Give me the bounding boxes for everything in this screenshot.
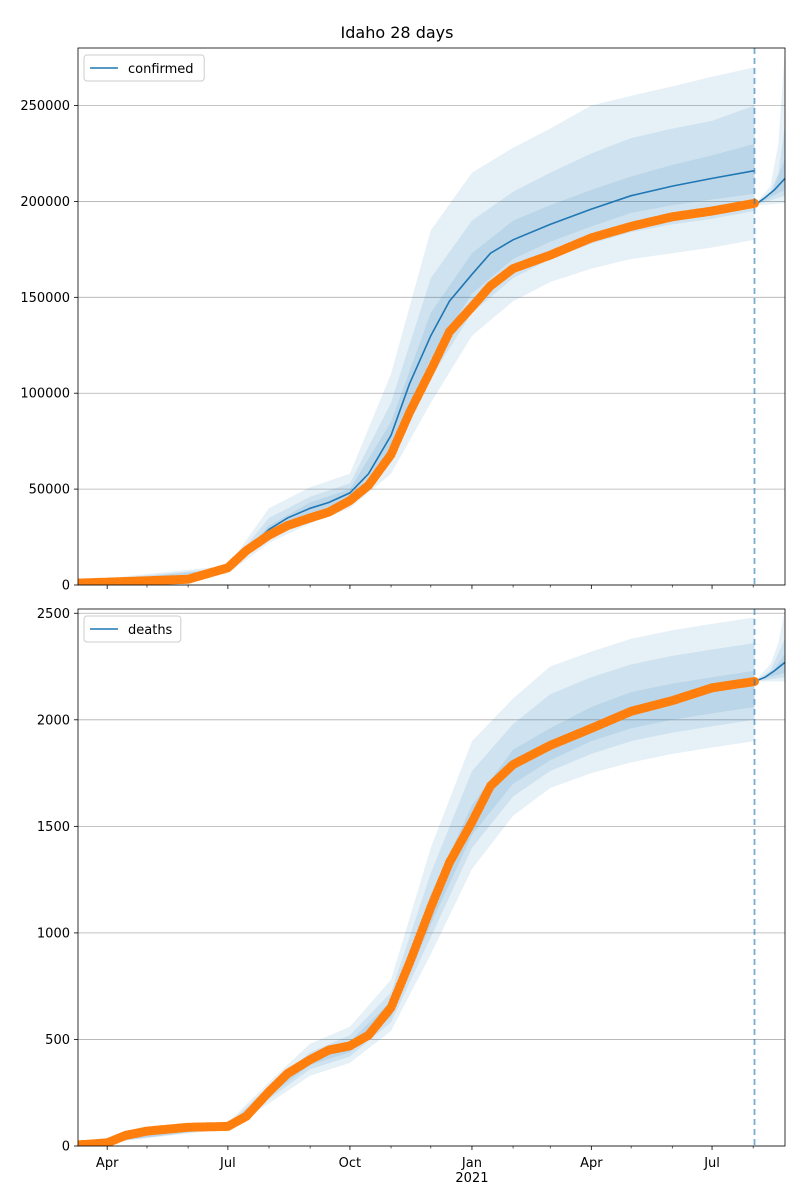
confidence-band bbox=[78, 67, 755, 585]
forecast-line bbox=[754, 177, 785, 206]
legend: confirmed bbox=[83, 54, 205, 82]
forecast-band bbox=[754, 48, 785, 206]
deaths-panel: 0 500 1000 1500 2000 2500 deaths bbox=[37, 607, 786, 1155]
confirmed-panel: 0 50000 100000 150000 200000 250000 confirmed bbox=[20, 47, 786, 594]
x-year-label: 2021 bbox=[455, 1171, 488, 1186]
y-tick-label: 50000 bbox=[29, 483, 70, 498]
axes-frame bbox=[77, 47, 786, 586]
y-tick-label: 2500 bbox=[37, 607, 70, 622]
confidence-band bbox=[78, 105, 755, 585]
y-tick-label: 2000 bbox=[37, 713, 70, 728]
x-tick-label: Jul bbox=[219, 1156, 236, 1171]
forecast-band bbox=[754, 653, 785, 682]
axes-frame bbox=[77, 608, 786, 1147]
forecast-band bbox=[754, 159, 785, 206]
observed-points bbox=[78, 198, 759, 585]
forecast-band bbox=[754, 638, 785, 682]
y-tick-label: 0 bbox=[62, 579, 70, 594]
x-tick-label: Oct bbox=[339, 1156, 361, 1171]
observed-points bbox=[78, 677, 759, 1146]
y-tick-label: 1500 bbox=[37, 820, 70, 835]
legend-box bbox=[83, 615, 182, 643]
legend-label: deaths bbox=[128, 623, 173, 638]
x-tick-label: Jan bbox=[461, 1156, 482, 1171]
confidence-band bbox=[78, 143, 755, 584]
y-tick-label: 200000 bbox=[20, 195, 70, 210]
forecast-band bbox=[754, 124, 785, 206]
y-tick-label: 0 bbox=[62, 1140, 70, 1155]
forecast-band bbox=[754, 609, 785, 682]
confidence-band bbox=[78, 617, 755, 1146]
forecast-line bbox=[754, 661, 785, 683]
y-tick-label: 100000 bbox=[20, 387, 70, 402]
y-tick-label: 500 bbox=[45, 1033, 70, 1048]
legend: deaths bbox=[83, 615, 182, 643]
legend-box bbox=[83, 54, 205, 82]
legend-label: confirmed bbox=[128, 62, 194, 77]
chart-title: Idaho 28 days bbox=[341, 23, 454, 42]
x-tick-label: Jul bbox=[703, 1156, 720, 1171]
y-tick-label: 250000 bbox=[20, 99, 70, 114]
y-tick-label: 1000 bbox=[37, 926, 70, 941]
x-tick-label: Apr bbox=[580, 1156, 603, 1171]
y-tick-label: 150000 bbox=[20, 291, 70, 306]
x-tick-label: Apr bbox=[96, 1156, 119, 1171]
